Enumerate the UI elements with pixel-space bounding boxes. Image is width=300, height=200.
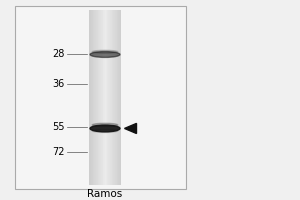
- Ellipse shape: [90, 125, 120, 132]
- Bar: [94, 10, 95, 185]
- Text: Ramos: Ramos: [87, 189, 123, 199]
- Text: 72: 72: [52, 147, 64, 157]
- Bar: [113, 10, 114, 185]
- Bar: [110, 10, 111, 185]
- Bar: [114, 10, 115, 185]
- Bar: [96, 10, 97, 185]
- Bar: [112, 10, 113, 185]
- Bar: [101, 10, 102, 185]
- Bar: [88, 10, 89, 185]
- Bar: [89, 10, 90, 185]
- Bar: [100, 10, 101, 185]
- Bar: [91, 10, 92, 185]
- Bar: [119, 10, 120, 185]
- Bar: [98, 10, 99, 185]
- Polygon shape: [124, 123, 136, 134]
- Ellipse shape: [90, 52, 120, 57]
- Text: 36: 36: [52, 79, 64, 89]
- Text: 28: 28: [52, 49, 64, 59]
- Text: 55: 55: [52, 122, 64, 132]
- Bar: [118, 10, 119, 185]
- Bar: [99, 10, 100, 185]
- Bar: [90, 10, 91, 185]
- Bar: [111, 10, 112, 185]
- Bar: [104, 10, 105, 185]
- Bar: [92, 10, 93, 185]
- Bar: [15, 6, 186, 189]
- Bar: [116, 10, 117, 185]
- Ellipse shape: [92, 50, 118, 53]
- Ellipse shape: [92, 129, 118, 132]
- Bar: [121, 10, 122, 185]
- Bar: [117, 10, 118, 185]
- Bar: [109, 10, 110, 185]
- Bar: [108, 10, 109, 185]
- Bar: [107, 10, 108, 185]
- Bar: [102, 10, 103, 185]
- Bar: [105, 10, 106, 185]
- Bar: [95, 10, 96, 185]
- Bar: [97, 10, 98, 185]
- Bar: [120, 10, 121, 185]
- Bar: [115, 10, 116, 185]
- Ellipse shape: [92, 123, 118, 127]
- Bar: [103, 10, 104, 185]
- Bar: [106, 10, 107, 185]
